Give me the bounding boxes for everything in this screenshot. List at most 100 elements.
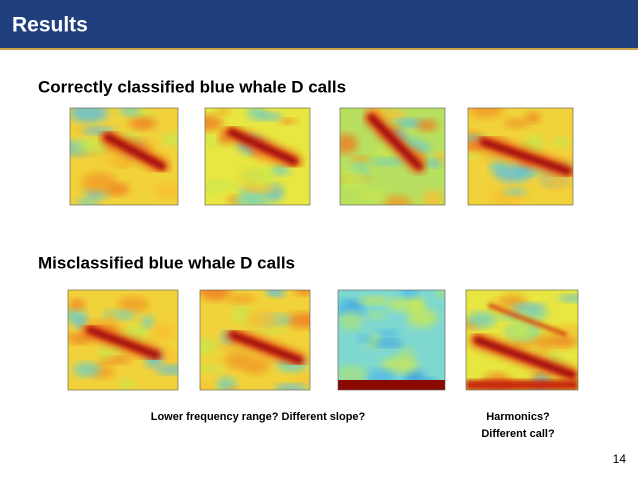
call-band — [474, 337, 576, 378]
spectrogram-blob — [118, 378, 134, 390]
spectrogram-blob — [369, 157, 407, 166]
spectrogram-blob — [244, 311, 280, 328]
spectrogram-blob — [279, 118, 297, 125]
spectrograms — [67, 107, 579, 391]
spectrogram-blob — [234, 195, 272, 205]
spectrogram-blob — [376, 330, 400, 339]
spectrogram-blob — [119, 108, 141, 116]
spectrogram-blob — [511, 303, 548, 314]
spectrogram-blob — [503, 188, 528, 196]
spectrogram-blob — [286, 312, 310, 329]
spectrogram-blob — [226, 386, 239, 390]
section-title: Correctly classified blue whale D calls — [38, 77, 346, 96]
spectrogram-blob — [479, 154, 508, 164]
spectrogram-blob — [468, 108, 504, 119]
spectrogram-blob — [205, 180, 237, 190]
spectrogram — [340, 108, 445, 205]
spectrogram-blob — [200, 338, 220, 355]
spectrogram-blob — [426, 158, 442, 168]
header-title: Results — [12, 14, 88, 37]
call-band — [87, 327, 159, 358]
spectrogram-blob — [141, 315, 155, 329]
call-band — [487, 303, 568, 337]
call-band — [480, 138, 571, 175]
spectrogram-blob — [128, 116, 157, 130]
spectrogram-blob — [508, 321, 534, 341]
spectrogram-blob — [367, 310, 386, 320]
spectrogram-frame — [204, 107, 311, 206]
spectrogram-blob — [274, 383, 308, 390]
spectrogram-blob — [200, 383, 216, 390]
page-number: 14 — [613, 452, 627, 466]
spectrogram-blob — [358, 296, 390, 305]
spectrogram-blob — [466, 311, 497, 328]
spectrogram-blob — [240, 166, 275, 186]
spectrogram-blob — [416, 119, 438, 132]
spectrogram — [466, 290, 578, 390]
spectrogram-blob — [338, 311, 363, 331]
spectrogram-blob — [217, 376, 236, 390]
spectrogram-blob — [105, 312, 118, 325]
spectrogram-blob — [551, 136, 571, 147]
call-band — [228, 129, 298, 165]
caption: Harmonics? — [486, 411, 550, 423]
header-rule — [0, 48, 638, 50]
spectrogram-frame — [337, 289, 446, 391]
spectrogram-blob — [380, 357, 419, 374]
spectrogram-blob — [468, 152, 481, 159]
spectrogram-blob — [400, 290, 419, 298]
spectrogram-blob — [205, 137, 221, 148]
spectrogram-blob — [228, 294, 256, 304]
spectrogram-blob — [70, 108, 109, 123]
spectrogram — [205, 108, 310, 205]
spectrogram-blob — [270, 164, 291, 176]
spectrogram-blob — [155, 365, 178, 375]
spectrogram — [68, 290, 178, 390]
spectrogram-blob — [76, 198, 101, 205]
call-band — [230, 332, 302, 363]
spectrogram-blob — [544, 334, 578, 347]
spectrogram-blob — [503, 118, 530, 129]
spectrogram-blob — [200, 290, 232, 301]
spectrogram-blob — [153, 183, 178, 199]
spectrogram-frame — [467, 107, 574, 206]
spectrogram-blob — [72, 362, 101, 377]
spectrogram-blob — [350, 156, 372, 163]
spectrogram-blob — [161, 133, 178, 146]
spectrogram-frame — [67, 289, 179, 391]
caption: Lower frequency range? Different slope? — [151, 411, 366, 423]
spectrogram-blob — [537, 335, 553, 353]
spectrogram-blob — [523, 311, 548, 320]
spectrogram-blob — [251, 325, 288, 334]
spectrogram — [468, 108, 573, 205]
spectrogram-blob — [77, 138, 109, 155]
spectrogram-blob — [408, 297, 425, 315]
spectrogram-blob — [357, 334, 372, 343]
spectrogram-blob — [372, 339, 404, 348]
spectrogram-blob — [525, 112, 541, 123]
spectrogram — [338, 290, 445, 390]
spectrogram-blob — [294, 290, 310, 296]
spectrogram-frame — [339, 107, 446, 206]
spectrogram-blob — [205, 189, 221, 197]
spectrogram-blob — [215, 108, 230, 115]
section-title: Misclassified blue whale D calls — [38, 253, 295, 272]
spectrogram-blob — [340, 168, 369, 188]
spectrogram — [70, 108, 178, 205]
call-band — [368, 114, 422, 170]
spectrogram-blob — [417, 143, 432, 153]
header-bar — [0, 0, 638, 48]
spectrogram-blob — [340, 133, 358, 154]
low-band — [466, 380, 578, 390]
spectrogram-blob — [524, 134, 545, 154]
spectrogram-blob — [258, 112, 283, 121]
spectrogram-blob — [382, 195, 413, 205]
spectrogram — [200, 290, 310, 390]
spectrogram-blob — [357, 190, 387, 202]
spectrogram-frame — [199, 289, 311, 391]
spectrogram-blob — [68, 299, 86, 310]
low-band — [338, 380, 445, 390]
caption: Different call? — [481, 428, 555, 440]
spectrogram-blob — [152, 322, 175, 340]
